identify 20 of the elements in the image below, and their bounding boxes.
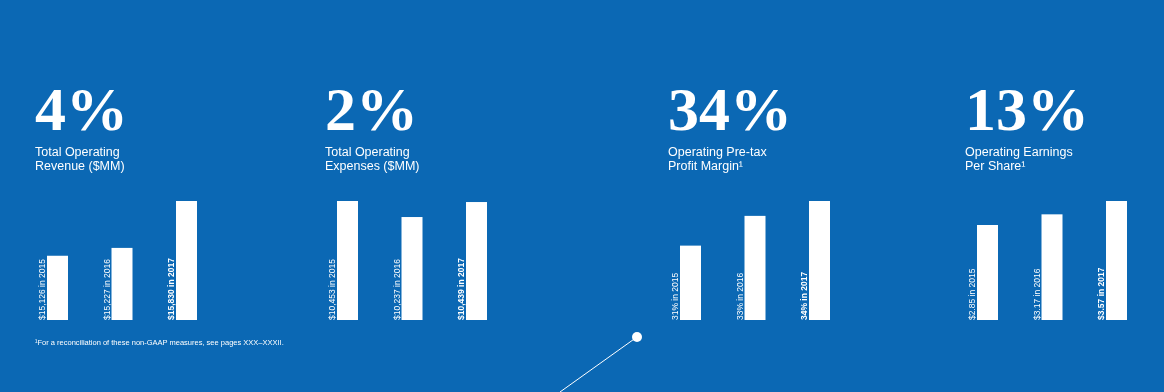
chart-title: 13% <box>965 75 1089 143</box>
data-label: $15,126 in 2015 <box>37 258 47 320</box>
data-label: $3.17 in 2016 <box>1031 268 1042 320</box>
data-label: 34% in 2017 <box>799 271 809 320</box>
data-label: $10,453 in 2015 <box>327 258 337 320</box>
chart-subtitle: Operating Pre-tax Profit Margin¹ <box>668 145 768 173</box>
chart-title: 4% <box>35 75 128 143</box>
data-label: $15,227 in 2016 <box>101 258 112 320</box>
data-label: $2.85 in 2015 <box>967 268 977 320</box>
data-label: $10,439 in 2017 <box>456 257 466 320</box>
data-label: $10,237 in 2016 <box>391 258 402 320</box>
chart-subtitle: Operating Earnings Per Share¹ <box>965 145 1073 173</box>
chart-subtitle: Total Operating Expenses ($MM) <box>325 145 420 173</box>
chart-title: 34% <box>668 75 792 143</box>
data-label: $3.57 in 2017 <box>1096 267 1106 320</box>
chart-subtitle: Total Operating Revenue ($MM) <box>35 145 125 173</box>
data-label: $15,830 in 2017 <box>166 257 176 320</box>
data-label: 31% in 2015 <box>670 272 680 320</box>
chart-title: 2% <box>325 75 418 143</box>
data-label: 33% in 2016 <box>734 272 745 320</box>
